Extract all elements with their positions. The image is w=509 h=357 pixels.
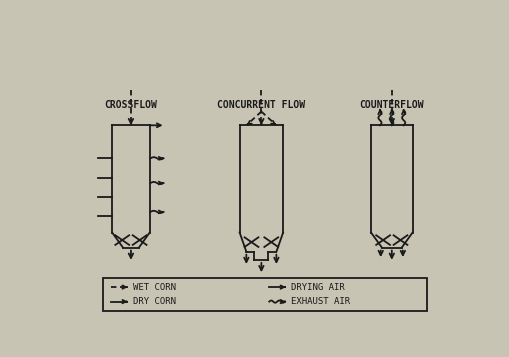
Text: WET CORN: WET CORN (133, 283, 176, 292)
Text: DRYING AIR: DRYING AIR (291, 283, 344, 292)
Text: CONCURRENT FLOW: CONCURRENT FLOW (217, 100, 305, 110)
Text: DRY CORN: DRY CORN (133, 297, 176, 306)
Text: COUNTERFLOW: COUNTERFLOW (359, 100, 423, 110)
Text: CROSSFLOW: CROSSFLOW (104, 100, 157, 110)
Bar (103, 278, 427, 311)
Text: EXHAUST AIR: EXHAUST AIR (291, 297, 350, 306)
